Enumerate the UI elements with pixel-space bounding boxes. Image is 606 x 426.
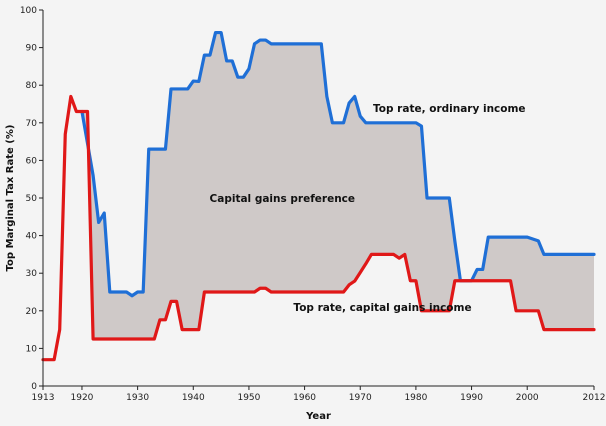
y-tick-label: 50 bbox=[26, 194, 38, 204]
area-layer bbox=[81, 32, 594, 340]
x-tick-label: 1950 bbox=[237, 393, 260, 403]
y-tick-label: 70 bbox=[26, 119, 38, 129]
x-tick-label: 1930 bbox=[126, 393, 149, 403]
annotation-ordinary-income: Top rate, ordinary income bbox=[373, 103, 526, 115]
y-tick-label: 20 bbox=[26, 307, 38, 317]
annotation-capital-gains-preference: Capital gains preference bbox=[210, 193, 355, 205]
x-tick-label: 1913 bbox=[32, 393, 55, 403]
x-tick-label: 1980 bbox=[404, 393, 427, 403]
x-tick-label: 1990 bbox=[460, 393, 483, 403]
y-tick-label: 90 bbox=[26, 44, 38, 54]
y-tick-label: 40 bbox=[26, 232, 38, 242]
label-layer: Year Top Marginal Tax Rate (%) Top rate,… bbox=[5, 103, 526, 422]
x-tick-label: 1920 bbox=[71, 393, 94, 403]
axis-layer: 0 10 20 30 40 50 60 70 80 90 100 1913 1920 1930 1940 19… bbox=[20, 6, 606, 403]
y-tick-label: 10 bbox=[26, 344, 38, 354]
x-tick-label: 2000 bbox=[516, 393, 539, 403]
y-axis-title: Top Marginal Tax Rate (%) bbox=[5, 125, 16, 272]
y-tick-label: 100 bbox=[20, 6, 37, 16]
y-tick-label: 60 bbox=[26, 156, 38, 166]
y-tick-label: 30 bbox=[26, 269, 38, 279]
y-tick-label: 0 bbox=[31, 382, 37, 392]
x-tick-label: 1940 bbox=[182, 393, 205, 403]
x-tick-label: 1970 bbox=[349, 393, 372, 403]
capital-gains-preference-area bbox=[81, 32, 594, 340]
x-tick-label: 1960 bbox=[293, 393, 316, 403]
capital-gains-line bbox=[41, 94, 596, 362]
x-axis-title: Year bbox=[305, 411, 331, 422]
y-tick-label: 80 bbox=[26, 81, 38, 91]
annotation-capital-gains-income: Top rate, capital gains income bbox=[293, 302, 471, 314]
line-layer bbox=[41, 30, 596, 362]
x-tick-label: 2012 bbox=[583, 393, 606, 403]
